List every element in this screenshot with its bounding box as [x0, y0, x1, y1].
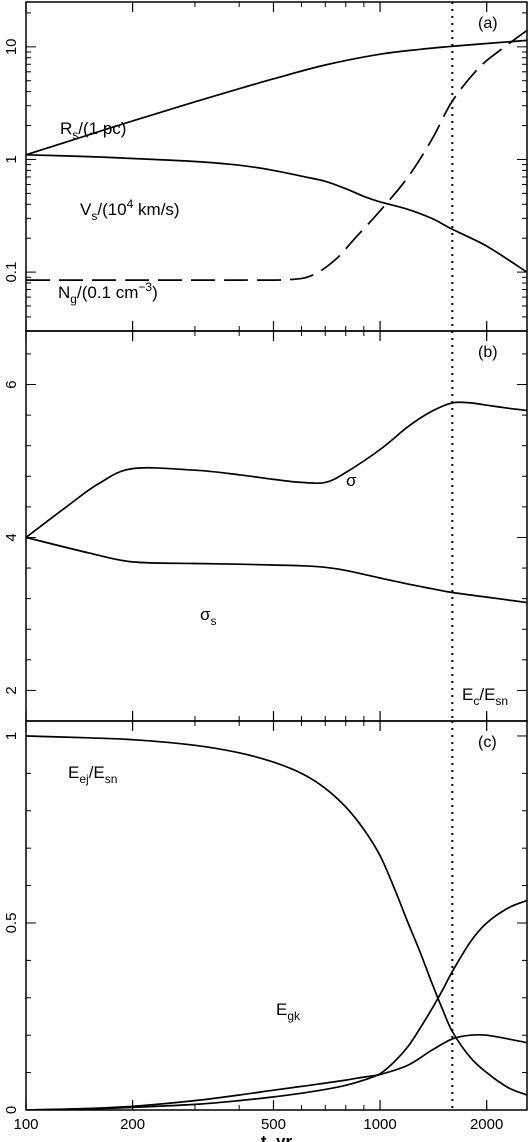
series-label-tail: km/s) [133, 200, 179, 219]
y-tick-label: 6 [3, 380, 20, 388]
series-label-rest: /(10 [97, 200, 126, 219]
series-label-rest: /(1 pc) [78, 119, 126, 138]
series-label-rest: /E [479, 685, 495, 704]
series-label-sub: c [473, 694, 479, 708]
y-tick-label: 0.1 [3, 262, 20, 283]
y-tick-label: 4 [3, 533, 20, 541]
panel-tag: (b) [478, 344, 498, 361]
series-label-tail: ) [152, 283, 158, 302]
series-line [26, 153, 527, 273]
series-label-sup: −3 [138, 280, 152, 294]
series-label-main: σ [346, 471, 357, 490]
series-line [26, 401, 527, 539]
series-label: Ec/Esn [462, 685, 508, 708]
series-label-rest: /(0.1 cm [77, 283, 138, 302]
series-label: Egk [276, 1000, 301, 1023]
x-tick-label: 200 [120, 1116, 145, 1133]
series-label-main: E [276, 1000, 287, 1019]
panel-tag: (c) [478, 734, 497, 751]
series-label-sub2: sn [495, 694, 508, 708]
series-label-rest: /E [89, 763, 105, 782]
series-label-main: σ [200, 605, 211, 624]
series-label-main: R [60, 119, 72, 138]
series-label-main: N [58, 283, 70, 302]
panel-frame [25, 720, 528, 1111]
panel-frame [25, 330, 528, 722]
series-label-sub: s [72, 128, 78, 142]
series-label-sub: s [211, 614, 217, 628]
y-tick-label: 2 [3, 686, 20, 694]
series-label-main: E [462, 685, 473, 704]
y-tick-label: 1 [3, 732, 20, 740]
series-label-sub: g [70, 292, 77, 306]
x-axis-title: t, yr [261, 1132, 293, 1142]
series-label-sub: ej [79, 772, 88, 786]
y-tick-label: 10 [3, 38, 20, 55]
series-label: Rs/(1 pc) [60, 119, 126, 142]
x-tick-label: 100 [13, 1116, 38, 1133]
series-label-sub2: sn [105, 772, 118, 786]
series-line [26, 536, 527, 604]
series-line [26, 735, 527, 1096]
series-label-sub: s [91, 209, 97, 223]
series-label: σ [346, 471, 357, 490]
y-tick-label: 0 [3, 1106, 20, 1114]
series-label-sup: 4 [127, 197, 134, 211]
x-tick-label: 1000 [363, 1116, 396, 1133]
series-label: Vs/(104 km/s) [80, 197, 180, 223]
series-line [26, 39, 527, 156]
panel-tag: (a) [478, 15, 498, 32]
x-tick-label: 500 [261, 1116, 286, 1133]
series-label-main: V [80, 200, 92, 219]
series-label: Ng/(0.1 cm−3) [58, 280, 158, 306]
series-label: σs [200, 605, 217, 628]
series-label-main: E [68, 763, 79, 782]
series-label: Eej/Esn [68, 763, 117, 786]
series-label-sub: gk [287, 1009, 301, 1023]
series-line [26, 1033, 527, 1110]
series-line [26, 29, 527, 281]
x-tick-label: 2000 [470, 1116, 503, 1133]
y-tick-label: 0.5 [3, 913, 20, 934]
y-tick-label: 1 [3, 155, 20, 163]
